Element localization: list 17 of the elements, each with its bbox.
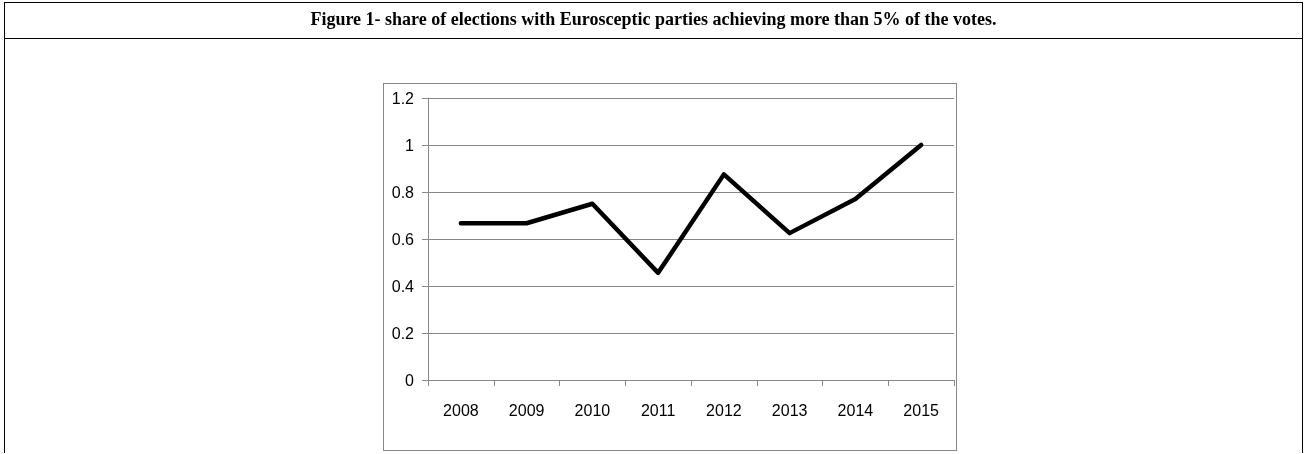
x-tick-label: 2015	[903, 401, 940, 419]
y-tick-label: 0.4	[391, 277, 415, 295]
x-tick-label: 2009	[508, 401, 545, 419]
y-tick-label: 0.2	[391, 324, 415, 342]
y-tick-label: 0.6	[391, 230, 415, 248]
chart-title: Figure 1- share of elections with Eurosceptic parties achieving more than 5% of the votes.	[4, 2, 1303, 39]
x-tick-label: 2008	[443, 401, 479, 419]
x-tick-label: 2012	[706, 401, 742, 419]
x-tick-label: 2013	[771, 401, 808, 419]
y-tick-label: 0	[405, 371, 415, 389]
y-tick-label: 0.8	[391, 183, 415, 201]
x-tick-label: 2014	[837, 401, 874, 419]
x-tick-label: 2010	[574, 401, 611, 419]
y-tick-label: 1	[405, 136, 415, 154]
x-tick-label: 2011	[640, 401, 676, 419]
line-series	[458, 142, 924, 276]
y-tick-label: 1.2	[391, 89, 415, 107]
